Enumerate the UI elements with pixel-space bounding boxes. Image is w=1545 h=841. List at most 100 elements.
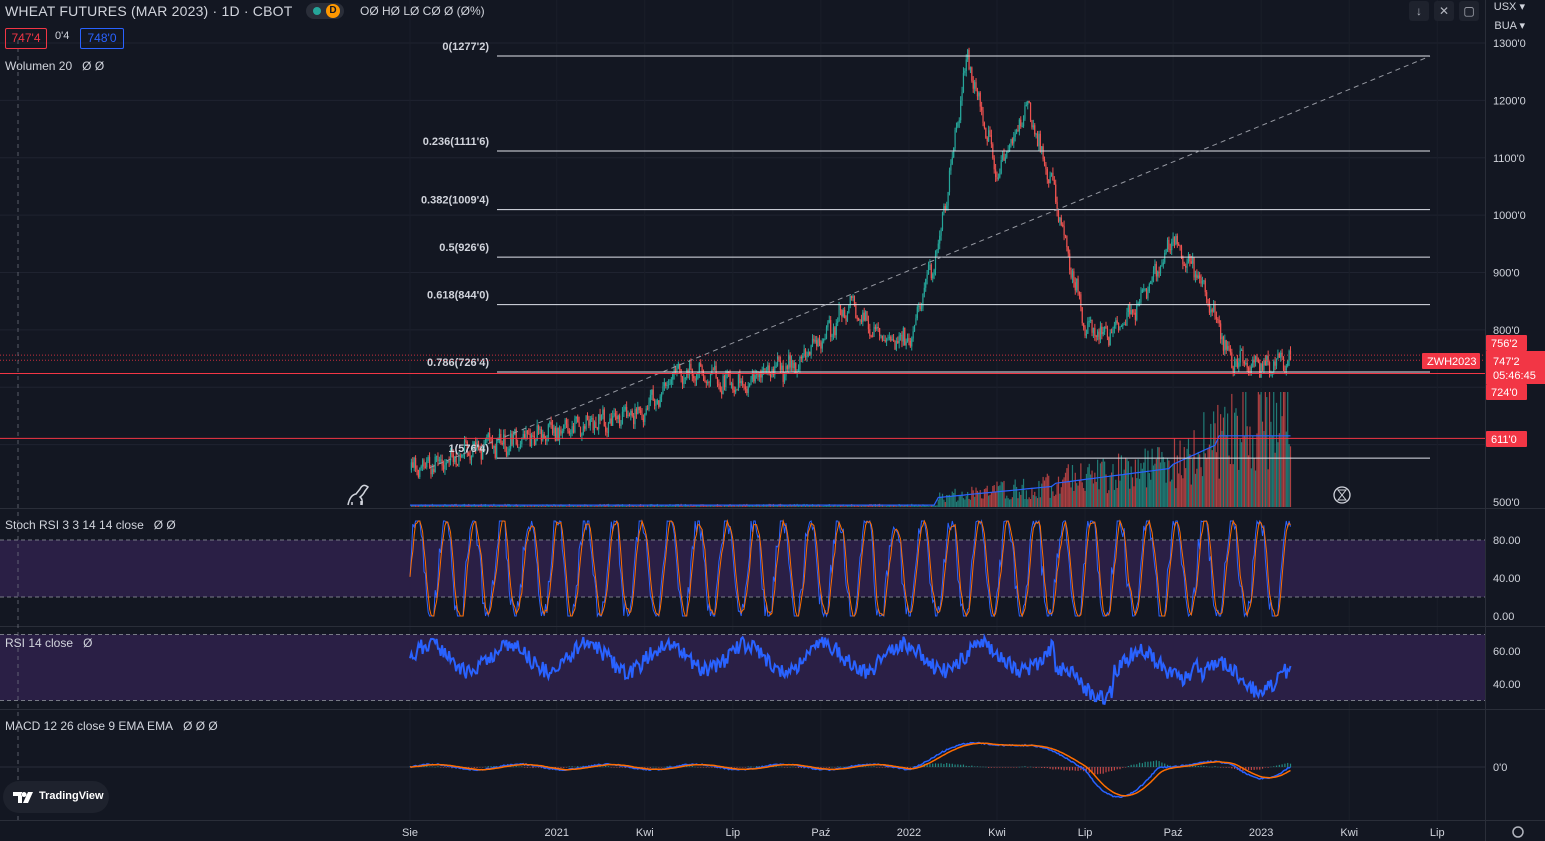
candle-body xyxy=(511,433,513,445)
currency-selector[interactable]: USX ▾ xyxy=(1494,0,1525,13)
candle-body xyxy=(1245,363,1247,364)
candle-body xyxy=(937,243,939,250)
candle-body xyxy=(1062,224,1064,227)
volume-bar xyxy=(957,500,959,507)
macd-histogram-bar xyxy=(1256,767,1258,770)
candle-body xyxy=(426,460,428,468)
collapse-icon[interactable]: ✕ xyxy=(1434,1,1454,21)
volume-bar xyxy=(975,487,977,507)
candle-body xyxy=(732,383,734,390)
candle-body xyxy=(1145,289,1148,299)
macd-histogram-bar xyxy=(479,767,481,768)
candle-body xyxy=(667,384,670,386)
candle-body xyxy=(1060,217,1062,225)
volume-bar xyxy=(892,505,895,507)
candle-body xyxy=(895,341,897,350)
candle-body xyxy=(536,425,538,441)
candle-body xyxy=(969,67,972,70)
sell-price-button[interactable]: 747'4 xyxy=(5,28,47,49)
candle-body xyxy=(518,447,520,449)
candle-body xyxy=(1013,137,1015,144)
macd-histogram-bar xyxy=(1214,766,1216,767)
macd-histogram-bar xyxy=(929,764,931,767)
candle-body xyxy=(841,310,843,317)
volume-bar xyxy=(989,494,991,507)
macd-histogram-bar xyxy=(1228,767,1230,768)
volume-bar xyxy=(954,488,956,507)
candle-body xyxy=(1222,336,1225,351)
volume-bar xyxy=(438,505,440,507)
volume-bar xyxy=(1070,487,1072,507)
macd-histogram-bar xyxy=(1127,766,1129,767)
candle-body xyxy=(491,439,494,449)
volume-bar xyxy=(1018,491,1020,507)
candle-body xyxy=(957,122,959,127)
macd-histogram-bar xyxy=(934,763,937,767)
volume-bar xyxy=(983,489,986,507)
arrow-down-icon[interactable]: ↓ xyxy=(1409,1,1429,21)
volume-bar xyxy=(974,496,976,507)
macd-histogram-bar xyxy=(1004,767,1006,768)
rsi-label: RSI 14 close xyxy=(5,636,74,650)
volume-bar xyxy=(760,505,762,507)
macd-histogram-bar xyxy=(1111,767,1113,772)
macd-histogram-bar xyxy=(644,767,646,768)
interval-badge[interactable]: D xyxy=(326,4,340,18)
candle-body xyxy=(1021,126,1023,127)
candle-body xyxy=(714,365,716,370)
candle-body xyxy=(1077,278,1079,292)
macd-histogram-bar xyxy=(691,766,693,767)
volume-bar xyxy=(452,505,454,507)
candle-body xyxy=(1152,270,1155,278)
candle-body xyxy=(1053,180,1055,185)
volume-bar xyxy=(465,505,467,507)
candle-body xyxy=(705,381,707,384)
macd-histogram-bar xyxy=(571,766,573,767)
macd-histogram-bar xyxy=(1122,767,1124,768)
macd-histogram-bar xyxy=(1105,767,1107,773)
buy-price-button[interactable]: 748'0 xyxy=(80,28,124,49)
currency-label: USX xyxy=(1493,1,1517,13)
stoch-legend[interactable]: Stoch RSI 3 3 14 14 close Ø Ø xyxy=(5,518,176,532)
macd-legend[interactable]: MACD 12 26 close 9 EMA EMA Ø Ø Ø xyxy=(5,719,218,733)
macd-histogram-bar xyxy=(557,767,559,768)
macd-histogram-bar xyxy=(937,763,939,767)
candle-body xyxy=(799,356,801,370)
macd-histogram-bar xyxy=(624,767,626,769)
volume-bar xyxy=(1085,473,1088,507)
candle-body xyxy=(899,335,902,336)
volume-bar xyxy=(532,506,534,507)
symbol-title[interactable]: WHEAT FUTURES (MAR 2023) · 1D · CBOT xyxy=(5,3,293,19)
price-axis-label: 1100'0 xyxy=(1493,153,1525,165)
candle-body xyxy=(960,100,962,121)
maximize-icon[interactable]: ▢ xyxy=(1459,1,1479,21)
candle-body xyxy=(644,413,646,423)
volume-bar xyxy=(435,505,438,507)
volume-legend[interactable]: Wolumen 20 Ø Ø xyxy=(5,59,104,73)
volume-bar xyxy=(758,504,761,507)
rsi-legend[interactable]: RSI 14 close Ø xyxy=(5,636,92,650)
volume-bar xyxy=(1231,393,1233,507)
candle-body xyxy=(1176,235,1178,244)
candle-body xyxy=(913,325,916,332)
candle-body xyxy=(769,374,772,378)
tradingview-logo[interactable]: TradingView xyxy=(3,781,109,813)
time-axis-label: Kwi xyxy=(636,827,654,839)
candle-body xyxy=(954,129,956,149)
volume-bar xyxy=(832,505,835,507)
unit-selector[interactable]: BUA ▾ xyxy=(1494,19,1525,32)
volume-bar xyxy=(524,504,526,507)
volume-bar xyxy=(449,505,452,507)
candle-body xyxy=(813,338,815,342)
macd-histogram-bar xyxy=(1069,767,1071,771)
volume-bar xyxy=(929,506,931,507)
volume-bar xyxy=(591,505,593,507)
macd-histogram-bar xyxy=(1001,767,1004,768)
volume-bar xyxy=(498,504,501,507)
volume-bar xyxy=(1246,426,1248,507)
candle-body xyxy=(1083,323,1085,328)
volume-bar xyxy=(800,504,802,507)
candle-body xyxy=(1207,299,1209,303)
candle-body xyxy=(790,360,793,368)
